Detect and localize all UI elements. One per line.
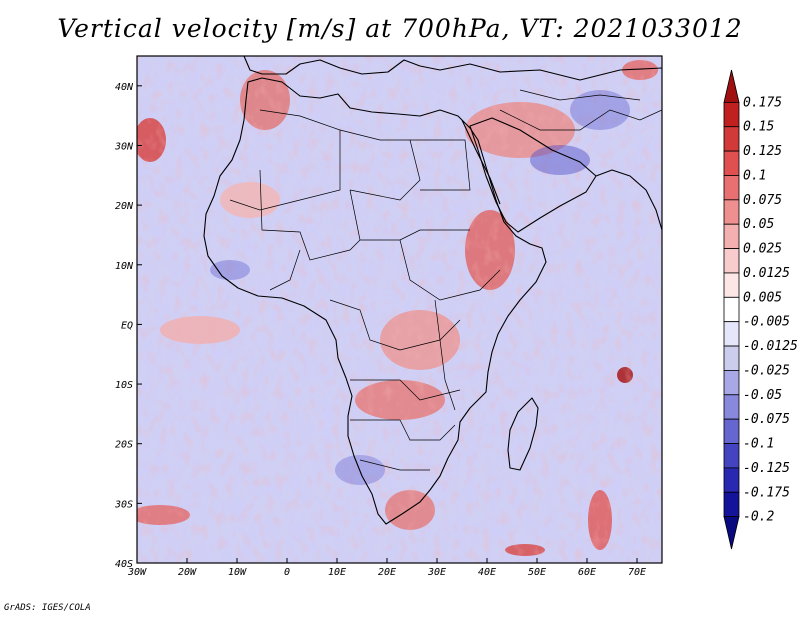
y-tick-label: 30N <box>114 141 134 152</box>
colorbar-segment-bottom <box>723 516 740 550</box>
y-tick-label: 30S <box>114 499 133 510</box>
x-tick-label: 20E <box>378 567 396 578</box>
y-tick-label: 20N <box>115 201 134 212</box>
map-field <box>137 56 662 563</box>
x-tick-label: 0 <box>284 567 290 578</box>
y-axis-ticks: 40N 30N 20N 10N EQ 10S 20S 30S 40S <box>114 82 142 570</box>
x-tick-label: 50E <box>528 567 546 578</box>
colorbar-label: -0.175 <box>743 485 790 500</box>
africa-coastline <box>203 77 547 525</box>
colorbar-label: 0.075 <box>743 193 782 208</box>
x-tick-label: 60E <box>578 567 596 578</box>
x-tick-label: 70E <box>628 567 646 578</box>
colorbar-label: -0.2 <box>743 510 774 525</box>
x-tick-label: 20W <box>178 567 197 578</box>
colorbar-segment <box>723 248 740 274</box>
map-title: Vertical velocity [m/s] at 700hPa, VT: 2… <box>57 14 743 43</box>
downdraft-regions <box>210 90 630 485</box>
colorbar-segment <box>723 150 740 176</box>
y-tick-label: 10S <box>115 380 133 391</box>
arabia-coastline <box>469 117 597 233</box>
colorbar-label: -0.05 <box>743 388 782 403</box>
colorbar-label: -0.025 <box>743 363 790 378</box>
colorbar-label: 0.0125 <box>743 266 790 281</box>
madagascar-coastline <box>507 397 539 471</box>
x-axis-ticks: 30W 20W 10W 0 10E 20E 30E 40E 50E 60E 70E <box>127 558 646 578</box>
colorbar-segment <box>723 101 740 128</box>
asia-coastline <box>595 169 662 231</box>
colorbar-segment <box>723 345 740 371</box>
colorbar-segment <box>723 175 740 201</box>
colorbar-segment <box>723 418 740 444</box>
colorbar-label: 0.025 <box>743 242 782 257</box>
x-tick-label: 10E <box>328 567 346 578</box>
y-tick-label: 10N <box>115 261 134 272</box>
colorbar: 0.175 0.15 0.125 0.1 0.075 0.05 0.025 0.0125 0.0… <box>723 69 798 550</box>
colorbar-label: 0.15 <box>743 120 774 135</box>
colorbar-label: 0.05 <box>743 217 774 232</box>
colorbar-label: 0.005 <box>743 290 782 305</box>
credit-text: GrADS: IGES/COLA <box>4 603 91 613</box>
y-tick-label: EQ <box>121 320 133 331</box>
colorbar-label: -0.005 <box>743 315 790 330</box>
red-sea <box>461 119 501 205</box>
colorbar-segment <box>723 321 740 347</box>
colorbar-label: -0.0125 <box>743 339 798 354</box>
x-tick-label: 30E <box>427 567 446 578</box>
colorbar-label: 0.1 <box>743 168 766 183</box>
colorbar-segment <box>723 394 740 420</box>
colorbar-label: 0.125 <box>743 144 782 159</box>
colorbar-label: -0.075 <box>743 412 790 427</box>
country-borders <box>229 89 662 471</box>
y-tick-label: 40S <box>115 559 133 570</box>
colorbar-label: -0.1 <box>743 437 774 452</box>
x-tick-label: 30W <box>127 567 147 578</box>
colorbar-segment <box>723 199 740 225</box>
colorbar-label: -0.125 <box>743 461 790 476</box>
colorbar-segment <box>723 467 740 493</box>
europe-coastline <box>243 56 662 81</box>
colorbar-segment <box>723 491 740 518</box>
colorbar-segment <box>723 223 740 249</box>
colorbar-segment <box>723 443 740 469</box>
colorbar-segment-top <box>723 69 740 103</box>
colorbar-segment <box>723 296 740 323</box>
y-tick-label: 20S <box>115 440 133 451</box>
x-tick-label: 40E <box>478 567 496 578</box>
map-frame <box>136 55 663 564</box>
y-tick-label: 40N <box>115 82 134 93</box>
colorbar-label: 0.175 <box>743 95 782 110</box>
colorbar-segment <box>723 272 740 298</box>
x-tick-label: 10W <box>228 567 247 578</box>
colorbar-segment <box>723 370 740 396</box>
colorbar-segment <box>723 126 740 152</box>
coastlines <box>203 56 662 525</box>
